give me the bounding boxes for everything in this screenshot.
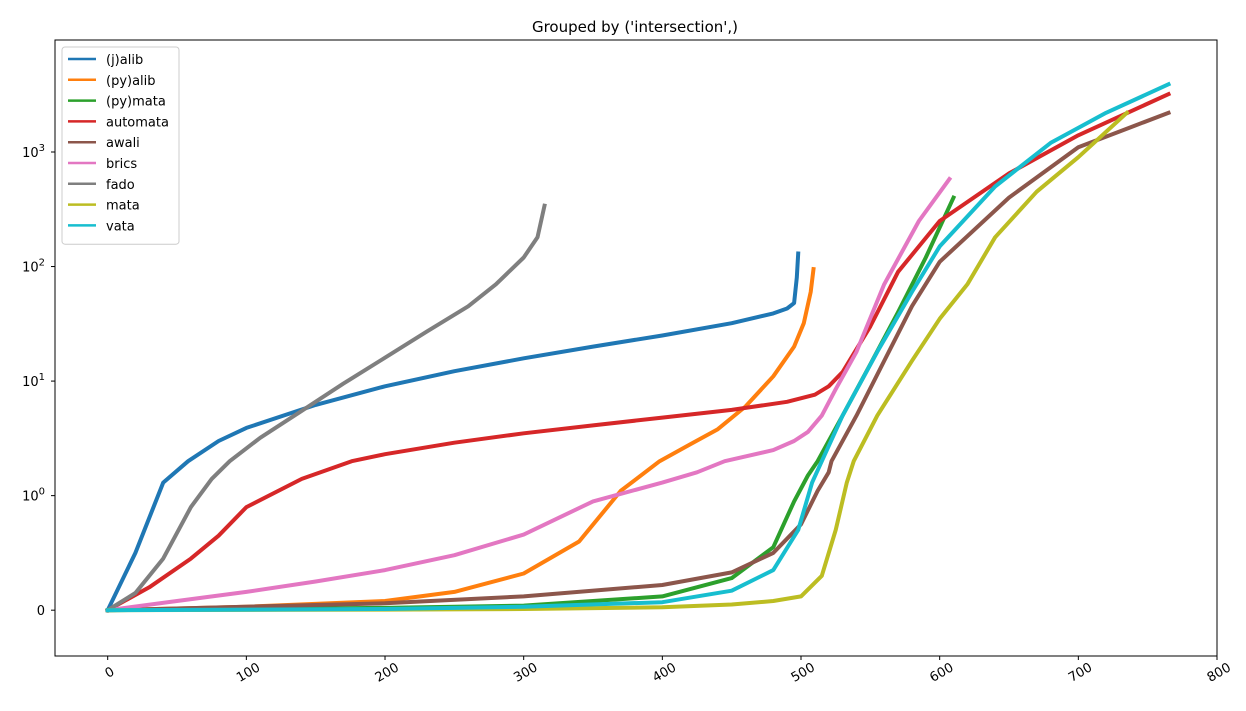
legend-label-0: (j)alib [106, 53, 143, 68]
y-tick-label-3: 102 [22, 258, 45, 276]
x-tick-label-5: 500 [789, 660, 818, 685]
x-tick-label-4: 400 [650, 660, 679, 685]
y-tick-label-2: 101 [22, 372, 45, 390]
x-axis: 0 100 200 300 400 500 600 700 800 [103, 656, 1234, 686]
y-tick-label-0: 0 [37, 604, 45, 619]
x-tick-label-1: 100 [234, 660, 263, 685]
series-line-0 [105, 251, 801, 613]
x-tick-label-0: 0 [103, 664, 118, 681]
series-line-3 [104, 91, 1172, 613]
chart-title: Grouped by ('intersection',) [532, 18, 738, 36]
x-tick-label-7: 700 [1066, 660, 1095, 685]
legend-label-5: brics [106, 157, 137, 172]
y-axis: 0 100 101 102 103 [22, 143, 55, 619]
legend-label-6: fado [106, 178, 135, 193]
x-tick-label-6: 600 [927, 660, 956, 685]
legend-label-4: awali [106, 136, 140, 151]
legend-label-2: (py)mata [106, 95, 166, 110]
series-line-7 [105, 109, 1130, 613]
series-layer [104, 81, 1172, 613]
legend-label-7: mata [106, 199, 140, 214]
x-tick-label-2: 200 [373, 660, 402, 685]
x-tick-label-3: 300 [511, 660, 540, 685]
series-line-1 [105, 266, 816, 613]
series-line-8 [105, 81, 1172, 613]
series-line-6 [104, 203, 547, 613]
legend-label-1: (py)alib [106, 74, 156, 89]
legend: (j)alib (py)alib (py)mata automata awali bric… [61, 46, 180, 245]
y-tick-label-1: 100 [22, 487, 45, 505]
legend-label-8: vata [106, 219, 135, 234]
x-tick-label-8: 800 [1205, 660, 1234, 685]
series-line-5 [105, 176, 953, 613]
legend-box [61, 46, 180, 245]
series-line-4 [105, 110, 1172, 613]
y-tick-label-4: 103 [22, 143, 45, 161]
plot-frame [54, 39, 1218, 657]
legend-label-3: automata [106, 115, 169, 130]
